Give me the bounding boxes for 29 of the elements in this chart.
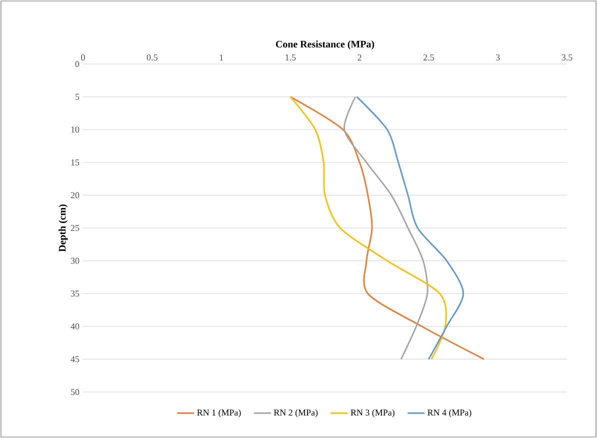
- y-axis-title: Depth (cm): [58, 204, 68, 252]
- line-series: [290, 96, 485, 360]
- x-tick-label: 1.5: [286, 54, 296, 60]
- line-series: [344, 96, 428, 360]
- line-series: [356, 96, 464, 360]
- x-tick-label: 1: [220, 54, 223, 60]
- y-tick-label: 30: [70, 258, 80, 264]
- x-tick-label: 0.5: [146, 54, 158, 60]
- y-tick-label: 5: [76, 94, 80, 100]
- y-tick-label: 50: [71, 388, 80, 396]
- legend-label: RN 2 (MPa): [274, 409, 318, 418]
- legend-label: RN 3 (MPa): [350, 409, 394, 418]
- y-tick-label: 40: [70, 323, 80, 330]
- x-tick-label: 3.5: [562, 54, 572, 60]
- y-tick-label: 25: [70, 224, 80, 232]
- x-tick-label: 0: [81, 54, 85, 60]
- legend-label: RN 1 (MPa): [197, 409, 241, 418]
- y-tick-label: 10: [71, 126, 80, 133]
- legend-label: RN 4 (MPa): [428, 409, 472, 418]
- y-tick-label: 0: [75, 60, 80, 68]
- x-tick-label: 2.5: [424, 54, 434, 60]
- y-tick-label: 20: [70, 192, 80, 198]
- line-series: [290, 96, 447, 360]
- x-tick-label: 2: [358, 54, 362, 60]
- y-tick-label: 35: [70, 290, 80, 297]
- x-tick-label: 3: [496, 54, 500, 60]
- y-tick-label: 15: [71, 159, 80, 166]
- y-tick-label: 45: [70, 356, 80, 362]
- x-axis-title: Cone Resistance (MPa): [276, 40, 374, 50]
